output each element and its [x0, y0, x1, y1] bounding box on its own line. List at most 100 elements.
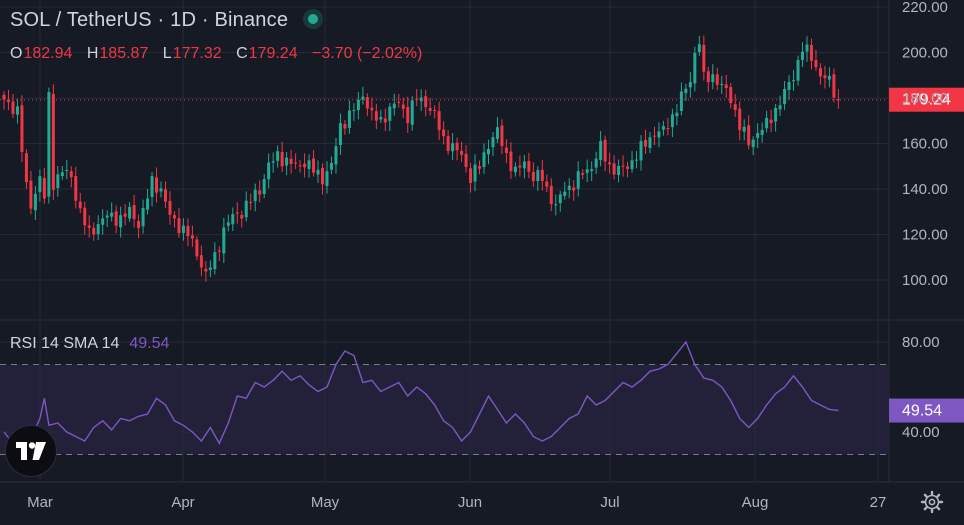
candle-body [374, 111, 378, 121]
rsi-axis-tick: 80.00 [902, 334, 940, 351]
low-label: L [162, 45, 172, 62]
candle-body [356, 99, 360, 110]
candle-body [383, 118, 387, 123]
candle-body [563, 191, 567, 196]
candle-body [298, 165, 302, 167]
last-price-label: 179.24 [902, 92, 951, 109]
candle-body [338, 123, 342, 146]
price-axis-tick: 160.00 [902, 136, 948, 153]
candle-body [303, 163, 307, 168]
candle-body [630, 160, 634, 170]
time-axis-tick: Aug [742, 494, 769, 511]
candle-body [128, 206, 132, 219]
rsi-value-label: 49.54 [902, 403, 942, 420]
candle-body [715, 74, 719, 85]
candle-body [451, 143, 455, 152]
candle-body [554, 204, 558, 206]
open-label: O [10, 45, 23, 62]
candle-body [693, 52, 697, 84]
candle-body [796, 60, 800, 81]
rsi-line [3, 340, 839, 445]
candle-body [186, 225, 190, 237]
candle-body [536, 170, 540, 182]
price-axis-tick: 140.00 [902, 181, 948, 198]
candle-body [774, 107, 778, 122]
candle-body [190, 235, 194, 239]
candle-body [294, 162, 298, 164]
candle-body [33, 193, 37, 211]
candle-body [437, 111, 441, 130]
rsi-value-marker [889, 398, 964, 423]
candle-body [635, 159, 639, 161]
candle-body [24, 153, 28, 183]
time-axis-tick: 27 [870, 494, 887, 511]
symbol-title[interactable]: SOL / TetherUS · 1D · Binance [10, 9, 289, 31]
candle-body [123, 213, 127, 217]
rsi-axis-tick: 40.00 [902, 424, 940, 441]
candle-body [617, 165, 621, 176]
candle-body [343, 124, 347, 129]
candle-body [711, 74, 715, 83]
candle-body [258, 190, 262, 195]
candle-body [379, 117, 383, 120]
change-value: −3.70 (−2.02%) [312, 45, 423, 62]
candle-body [527, 160, 531, 172]
candle-body [51, 93, 55, 190]
candle-body [801, 51, 805, 60]
candle-body [540, 169, 544, 182]
candle-body [235, 212, 239, 214]
candle-body [733, 104, 737, 111]
candle-body [836, 99, 840, 101]
candle-body [204, 268, 208, 272]
candle-body [249, 201, 253, 203]
candle-body [141, 207, 145, 227]
candle-body [65, 170, 69, 172]
candle-body [262, 179, 266, 194]
candle-body [29, 180, 33, 209]
candle-body [549, 185, 553, 205]
rsi-legend[interactable]: RSI 14 SMA 14 49.54 [10, 335, 169, 353]
gear-icon[interactable] [920, 490, 944, 514]
candle-body [307, 160, 311, 169]
time-axis-tick: Jul [600, 494, 619, 511]
price-axis-tick: 180.00 [902, 90, 948, 107]
candle-body [56, 174, 60, 189]
candle-body [661, 126, 665, 130]
candle-body [163, 189, 167, 202]
candle-body [159, 188, 163, 192]
candle-body [69, 171, 73, 178]
price-axis-tick: 200.00 [902, 45, 948, 62]
candle-body [365, 97, 369, 109]
candle-body [42, 178, 46, 199]
candle-body [684, 88, 688, 94]
candle-body [240, 215, 244, 219]
candle-body [388, 106, 392, 121]
candle-body [280, 151, 284, 167]
candle-body [231, 214, 235, 225]
candle-body [312, 158, 316, 173]
tradingview-logo-icon[interactable] [5, 425, 57, 477]
candle-body [195, 239, 199, 257]
candle-body [415, 98, 419, 100]
candle-body [78, 201, 82, 209]
candle-body [15, 106, 19, 115]
low-value: 177.32 [172, 45, 222, 62]
candle-body [585, 169, 589, 173]
candle-body [814, 60, 818, 68]
candle-body [827, 75, 831, 80]
candle-body [442, 129, 446, 137]
rsi-legend-value: 49.54 [129, 335, 170, 352]
candle-body [572, 187, 576, 191]
candle-body [397, 101, 401, 103]
candle-body [756, 133, 760, 138]
candle-body [760, 130, 764, 135]
candle-body [567, 185, 571, 191]
candle-body [639, 141, 643, 161]
candle-body [6, 99, 10, 103]
candle-body [137, 220, 141, 229]
candle-body [522, 161, 526, 169]
candle-body [670, 114, 674, 128]
candle-body [491, 137, 495, 148]
